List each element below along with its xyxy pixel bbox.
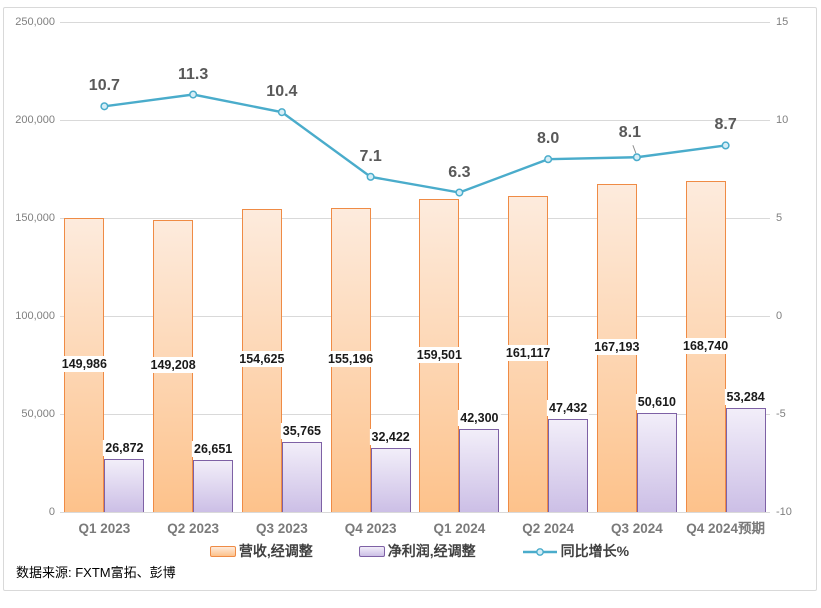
- bar-label-revenue: 168,740: [681, 337, 731, 354]
- bar-label-net-profit: 26,651: [192, 440, 235, 457]
- bar-label-net-profit: 42,300: [458, 410, 501, 427]
- gridline: [60, 512, 770, 513]
- bar-label-net-profit: 53,284: [724, 388, 767, 405]
- x-axis-category-label: Q3 2024: [610, 521, 663, 536]
- legend-bar-swatch: [358, 546, 385, 557]
- gridline: [60, 316, 770, 317]
- chart-legend: 营收,经调整 净利润,经调整 同比增长%: [0, 543, 821, 560]
- bar-label-revenue: 154,625: [237, 351, 287, 368]
- x-axis-category-label: Q3 2023: [255, 521, 308, 536]
- legend-line-swatch: [522, 547, 557, 556]
- chart-frame-border: [3, 7, 817, 591]
- gridline: [60, 414, 770, 415]
- bar-net-profit: [281, 441, 322, 512]
- left-axis-tick-label: 200,000: [15, 114, 55, 126]
- right-axis-tick-label: 0: [776, 310, 783, 322]
- bar-net-profit: [725, 407, 766, 512]
- bar-net-profit: [636, 412, 677, 512]
- gridline: [60, 22, 770, 23]
- x-axis-category-label: Q2 2023: [167, 521, 220, 536]
- growth-value-label: 8.0: [537, 130, 560, 148]
- gridline: [60, 120, 770, 121]
- bar-label-revenue: 159,501: [414, 346, 464, 363]
- bar-label-revenue: 161,117: [503, 345, 553, 362]
- bar-net-profit: [548, 419, 589, 512]
- left-axis-tick-label: 100,000: [15, 310, 55, 322]
- right-axis-tick-label: -10: [776, 506, 792, 518]
- bar-net-profit: [104, 459, 145, 512]
- legend-item: 净利润,经调整: [358, 543, 476, 560]
- bar-label-revenue: 149,986: [59, 356, 109, 372]
- right-axis-tick-label: -5: [776, 408, 786, 420]
- gridline: [60, 218, 770, 219]
- bar-label-revenue: 149,208: [148, 356, 198, 373]
- x-axis-category-label: Q4 2024预期: [686, 521, 766, 536]
- left-axis-tick-label: 50,000: [21, 408, 55, 420]
- data-source-note: 数据来源: FXTM富拓、彭博: [16, 565, 176, 580]
- left-axis-tick-label: 250,000: [15, 16, 55, 28]
- left-axis-tick-label: 150,000: [15, 212, 55, 224]
- legend-label: 同比增长%: [560, 543, 630, 559]
- legend-item: 同比增长%: [522, 543, 629, 560]
- growth-value-label: 10.4: [266, 83, 298, 101]
- legend-label: 净利润,经调整: [387, 543, 476, 559]
- bar-net-profit: [459, 429, 500, 512]
- bar-net-profit: [193, 459, 234, 512]
- growth-value-label: 11.3: [177, 65, 209, 83]
- x-axis-category-label: Q4 2023: [344, 521, 397, 536]
- growth-value-label: 8.7: [714, 116, 737, 134]
- bar-label-revenue: 167,193: [592, 339, 642, 356]
- right-axis-tick-label: 15: [776, 16, 789, 28]
- x-axis-category-label: Q1 2023: [78, 521, 131, 536]
- right-axis-tick-label: 10: [776, 114, 789, 126]
- growth-value-label: 8.1: [618, 124, 641, 142]
- bar-net-profit: [370, 448, 411, 512]
- legend-bar-swatch: [209, 546, 236, 557]
- bar-label-net-profit: 47,432: [547, 400, 590, 417]
- x-axis-category-label: Q2 2024: [522, 521, 575, 536]
- legend-item: 营收,经调整: [209, 543, 313, 560]
- bar-label-net-profit: 50,610: [635, 393, 678, 410]
- growth-value-label: 6.3: [448, 163, 471, 181]
- growth-value-label: 10.7: [88, 77, 120, 95]
- x-axis-category-label: Q1 2024: [433, 521, 486, 536]
- right-axis-tick-label: 5: [776, 212, 783, 224]
- bar-label-net-profit: 35,765: [280, 422, 323, 439]
- growth-value-label: 7.1: [359, 147, 382, 165]
- bar-label-revenue: 155,196: [326, 350, 376, 367]
- bar-label-net-profit: 32,422: [369, 429, 412, 446]
- left-axis-tick-label: 0: [48, 506, 55, 518]
- bar-label-net-profit: 26,872: [103, 440, 146, 457]
- legend-label: 营收,经调整: [238, 543, 313, 559]
